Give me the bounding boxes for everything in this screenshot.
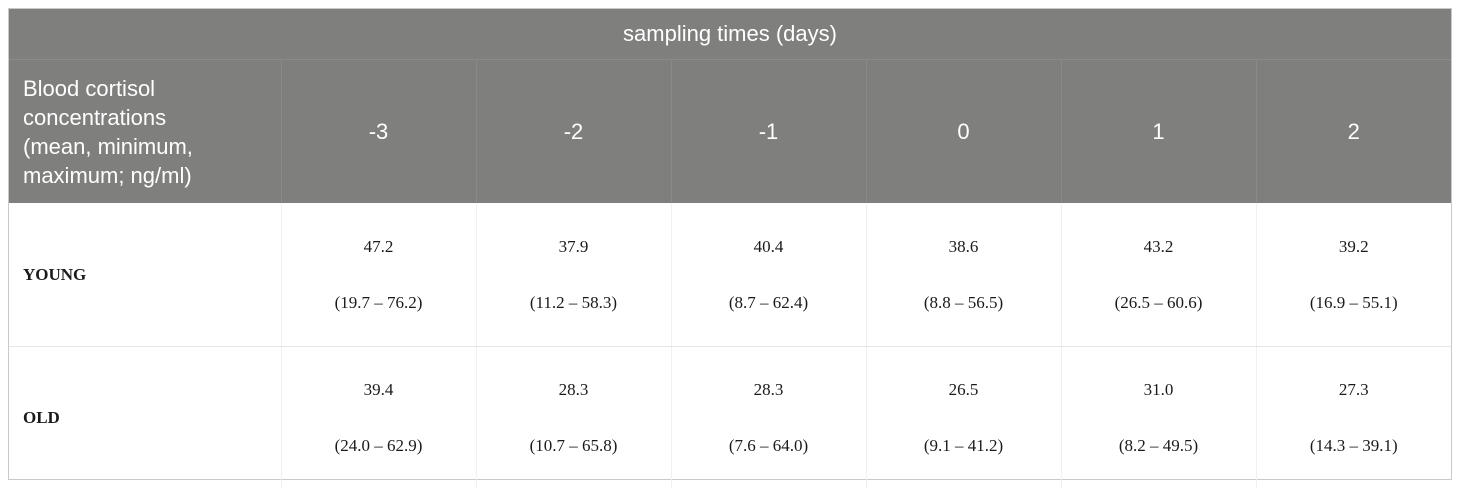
- column-header-day-minus-3: -3: [281, 60, 476, 204]
- cell-range: (16.9 – 55.1): [1258, 293, 1451, 313]
- table-cell: 31.0 (8.2 – 49.5): [1061, 347, 1256, 488]
- table-cell: 40.4 (8.7 – 62.4): [671, 203, 866, 347]
- row-label: OLD: [9, 347, 281, 488]
- table-cell: 27.3 (14.3 – 39.1): [1256, 347, 1451, 488]
- cell-mean: 37.9: [478, 237, 670, 257]
- table-cell: 28.3 (10.7 – 65.8): [476, 347, 671, 488]
- table-cell: 39.4 (24.0 – 62.9): [281, 347, 476, 488]
- cell-range: (26.5 – 60.6): [1063, 293, 1255, 313]
- cell-range: (8.7 – 62.4): [673, 293, 865, 313]
- table-row-old: OLD 39.4(24.0 – 62.9) 28.3(10.7 – 65.8) …: [9, 347, 1451, 488]
- cell-range: (24.0 – 62.9): [283, 436, 475, 456]
- column-header-day-0: 0: [866, 60, 1061, 204]
- table-cell: 47.2 (19.7 – 76.2): [281, 203, 476, 347]
- table-cell: 26.5 (9.1 – 41.2): [866, 347, 1061, 488]
- cell-range: (9.1 – 41.2): [868, 436, 1060, 456]
- cell-mean: 27.3: [1258, 380, 1451, 400]
- group-header: sampling times (days): [9, 9, 1451, 60]
- cell-mean: 31.0: [1063, 380, 1255, 400]
- cell-mean: 38.6: [868, 237, 1060, 257]
- column-header-day-minus-1: -1: [671, 60, 866, 204]
- column-header-day-minus-2: -2: [476, 60, 671, 204]
- cell-mean: 39.2: [1258, 237, 1451, 257]
- cell-range: (8.2 – 49.5): [1063, 436, 1255, 456]
- table-cell: 37.9 (11.2 – 58.3): [476, 203, 671, 347]
- stub-header-line: Blood cortisol: [23, 76, 155, 101]
- stub-header-line: concentrations: [23, 105, 166, 130]
- cell-mean: 43.2: [1063, 237, 1255, 257]
- cell-mean: 47.2: [283, 237, 475, 257]
- stub-header-line: (mean, minimum,: [23, 134, 193, 159]
- stub-header-line: maximum; ng/ml): [23, 163, 192, 188]
- cortisol-table: sampling times (days) Blood cortisol con…: [8, 8, 1452, 480]
- cell-mean: 26.5: [868, 380, 1060, 400]
- stub-header: Blood cortisol concentrations (mean, min…: [9, 60, 281, 204]
- cell-range: (19.7 – 76.2): [283, 293, 475, 313]
- cell-range: (11.2 – 58.3): [478, 293, 670, 313]
- group-header-row: sampling times (days): [9, 9, 1451, 60]
- cell-range: (10.7 – 65.8): [478, 436, 670, 456]
- column-header-day-1: 1: [1061, 60, 1256, 204]
- cell-range: (8.8 – 56.5): [868, 293, 1060, 313]
- table-cell: 28.3 (7.6 – 64.0): [671, 347, 866, 488]
- cell-mean: 40.4: [673, 237, 865, 257]
- cell-mean: 39.4: [283, 380, 475, 400]
- row-label: YOUNG: [9, 203, 281, 347]
- cell-mean: 28.3: [673, 380, 865, 400]
- cell-mean: 28.3: [478, 380, 670, 400]
- column-header-day-2: 2: [1256, 60, 1451, 204]
- table-cell: 38.6 (8.8 – 56.5): [866, 203, 1061, 347]
- column-header-row: Blood cortisol concentrations (mean, min…: [9, 60, 1451, 204]
- data-table: sampling times (days) Blood cortisol con…: [9, 9, 1451, 488]
- table-row-young: YOUNG 47.2 (19.7 – 76.2) 37.9 (11.2 – 58.3…: [9, 203, 1451, 347]
- cell-range: (14.3 – 39.1): [1258, 436, 1451, 456]
- cell-range: (7.6 – 64.0): [673, 436, 865, 456]
- table-cell: 43.2 (26.5 – 60.6): [1061, 203, 1256, 347]
- table-cell: 39.2 (16.9 – 55.1): [1256, 203, 1451, 347]
